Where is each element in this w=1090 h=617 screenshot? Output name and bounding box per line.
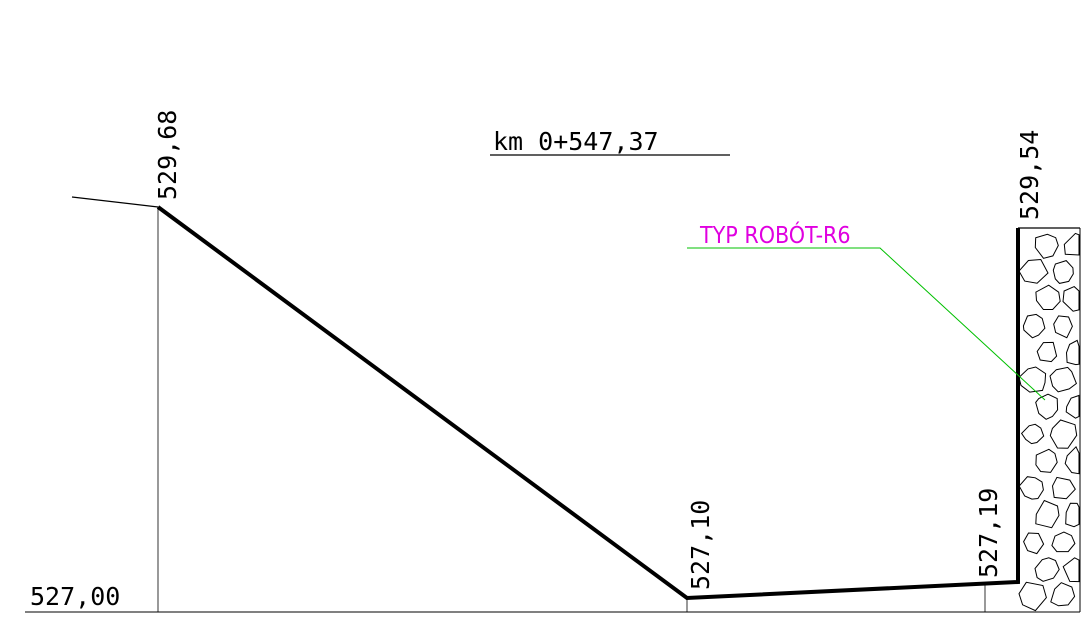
terrain-line — [71, 196, 159, 208]
stone — [1036, 341, 1058, 363]
stone — [1018, 581, 1047, 612]
elevation-label: 529,54 — [1015, 130, 1044, 220]
annotation: TYP ROBÓT-R6 — [699, 221, 851, 249]
stone — [1065, 394, 1080, 419]
stone — [1034, 557, 1060, 582]
elevation-label: 527,10 — [686, 500, 715, 590]
stone — [1062, 557, 1080, 583]
datum-label: 527,00 — [30, 582, 120, 611]
stone — [1018, 476, 1044, 500]
stone — [1035, 499, 1060, 529]
stone — [1049, 419, 1078, 449]
elevation-label: 529,68 — [153, 110, 182, 200]
stone — [1064, 445, 1080, 475]
stone — [1051, 476, 1076, 500]
stone — [1052, 260, 1074, 284]
stone — [1063, 232, 1080, 256]
leader-line — [687, 247, 1046, 401]
stone — [1050, 582, 1076, 607]
stone — [1035, 284, 1061, 310]
stone — [1020, 423, 1045, 445]
stone — [1051, 531, 1076, 553]
title: km 0+547,37 — [493, 127, 659, 156]
stone — [1065, 339, 1080, 366]
stone — [1035, 393, 1059, 420]
profile — [156, 205, 1020, 601]
elevation-label: 527,19 — [974, 488, 1003, 578]
stone — [1035, 448, 1058, 473]
stone — [1022, 313, 1046, 339]
stone — [1053, 315, 1073, 339]
rock-fill — [1018, 232, 1080, 612]
stone — [1065, 502, 1080, 528]
stone — [1034, 233, 1059, 259]
stone — [1018, 258, 1049, 284]
stone — [1023, 532, 1045, 555]
stone — [1062, 286, 1080, 312]
stone — [1049, 366, 1078, 393]
